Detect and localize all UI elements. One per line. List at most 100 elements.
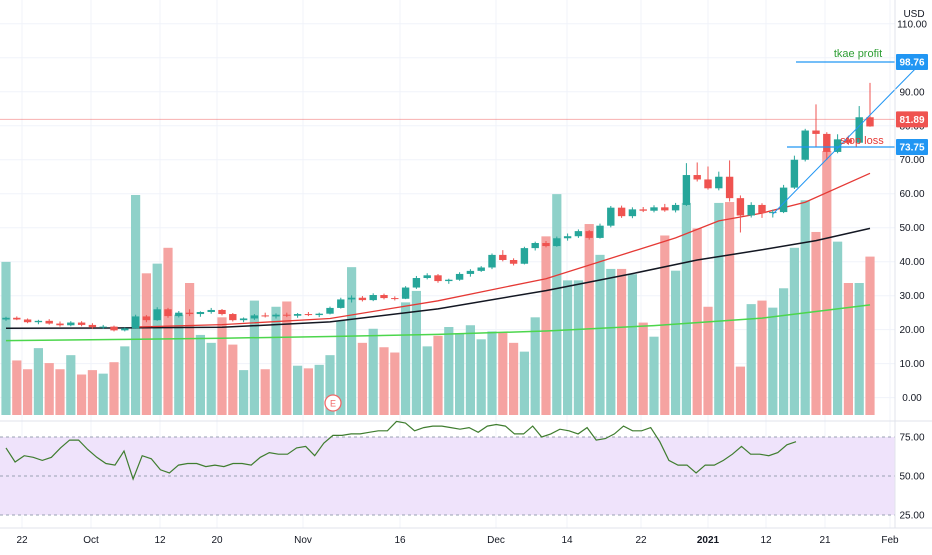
candle-body [466, 270, 475, 274]
price-tick-label: 110.00 [897, 19, 927, 30]
candle-body [293, 314, 302, 316]
volume-bar [23, 369, 33, 415]
candle-body [13, 317, 21, 320]
stop-loss-label: stop loss [840, 135, 884, 147]
candle-body [585, 231, 593, 238]
candle-body [563, 236, 572, 239]
volume-bar [303, 368, 313, 415]
volume-bar [822, 151, 832, 415]
candle-body [261, 315, 269, 317]
candle-body [337, 299, 345, 308]
volume-bar [725, 202, 735, 415]
volume-bar [260, 369, 270, 415]
candle-body [131, 316, 140, 329]
time-tick-label: Dec [487, 535, 505, 546]
candle-body [272, 314, 280, 317]
volume-bar [606, 268, 616, 415]
volume-bar [174, 314, 184, 415]
volume-bar [768, 307, 778, 415]
annotations[interactable]: tkae profit stop loss E [324, 48, 923, 412]
candle-body [715, 176, 723, 189]
rsi-tick-label: 25.00 [899, 511, 924, 522]
ema-slow-line [5, 304, 871, 342]
volume-bar [692, 228, 702, 415]
candle-body [747, 204, 755, 216]
time-tick-label: 12 [154, 535, 166, 546]
volume-bar [833, 241, 843, 415]
volume-bar [671, 270, 681, 415]
candle-body [434, 275, 442, 282]
candle-body [401, 287, 410, 299]
volume-bar [411, 290, 421, 415]
price-badge [896, 139, 928, 155]
candle-body [812, 130, 820, 134]
trend-line [772, 61, 923, 215]
volume-bar [336, 320, 346, 415]
candle-body [23, 319, 32, 323]
volume-bar [563, 280, 573, 415]
price-tick-label: 0.00 [902, 393, 922, 404]
time-tick-label: 12 [760, 535, 772, 546]
candle-body [844, 139, 853, 143]
candle-body [77, 322, 86, 325]
rsi-line [5, 420, 797, 481]
rsi-pane: 75.00 50.00 25.00 [0, 420, 932, 522]
volume-bar [55, 369, 65, 415]
volume-bar [465, 325, 475, 415]
volume-bar [595, 254, 605, 415]
candle-body [509, 260, 518, 264]
volume-bar [163, 247, 173, 415]
price-tick-label: 20.00 [899, 325, 924, 336]
volume-bar [498, 332, 508, 415]
candle-body [801, 130, 809, 160]
candle-body [477, 267, 485, 271]
candle-body [682, 175, 691, 205]
candle-body [412, 278, 421, 288]
time-tick-label: Feb [881, 535, 899, 546]
candle-body [369, 295, 377, 301]
candle-body [229, 314, 237, 321]
candle-body [704, 179, 712, 189]
candle-body [110, 326, 118, 331]
candle-body [650, 207, 658, 211]
volume-bar [249, 300, 259, 415]
time-tick-label: 14 [561, 535, 573, 546]
candle-body [779, 187, 788, 213]
volume-bar [228, 344, 238, 415]
time-tick-label: 21 [819, 535, 831, 546]
volume-bar [649, 336, 659, 415]
volume-bar [131, 195, 141, 415]
price-badge-label: 98.76 [899, 58, 924, 69]
volume-bar [444, 327, 454, 415]
candle-body [790, 159, 799, 188]
candle-body [542, 243, 550, 247]
volume-bar [735, 366, 745, 415]
candle-body [391, 298, 399, 300]
volume-bar [779, 288, 789, 415]
candle-body [499, 254, 507, 261]
candle-body [736, 198, 745, 216]
candle-body [693, 175, 701, 180]
volume-bar [509, 342, 519, 415]
time-tick-label: 16 [394, 535, 406, 546]
candle-body [380, 295, 388, 299]
candle-body [2, 317, 10, 320]
volume-bar [141, 273, 151, 415]
volume-bar [487, 331, 497, 415]
volume-bar [422, 346, 432, 415]
earnings-marker [324, 394, 342, 412]
price-tick-label: 60.00 [899, 189, 924, 200]
volume-bar [293, 365, 303, 415]
candle-body [315, 313, 323, 316]
price-badge-label: 73.75 [899, 143, 924, 154]
price-tick-label: 70.00 [899, 155, 924, 166]
candles[interactable] [2, 82, 874, 332]
volume-bar [368, 328, 378, 415]
candle-body [175, 312, 183, 317]
candle-body [639, 209, 647, 211]
candle-body [553, 238, 561, 247]
candle-body [607, 207, 615, 226]
currency-label[interactable]: USD [903, 9, 924, 20]
earnings-marker-label: E [330, 399, 336, 409]
